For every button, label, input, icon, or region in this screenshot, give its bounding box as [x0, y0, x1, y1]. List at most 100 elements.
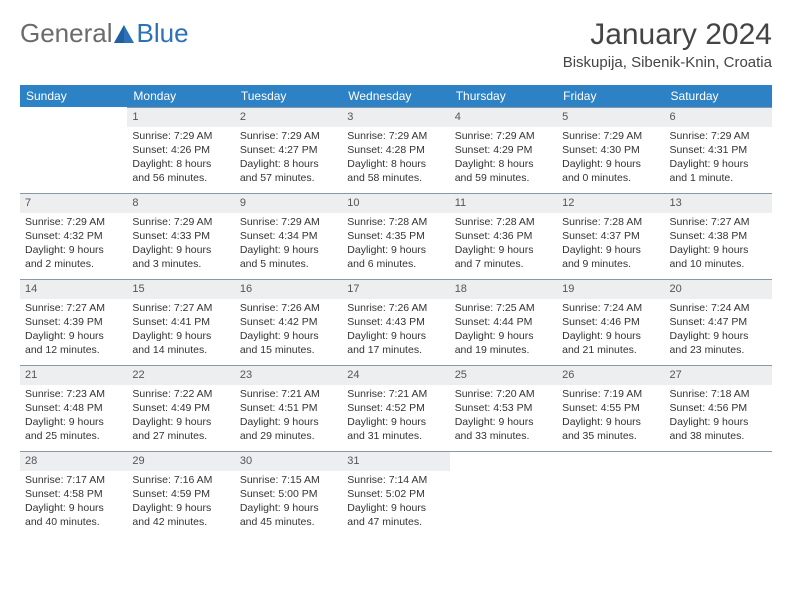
day-number: 21 [20, 365, 127, 385]
dl1-text: Daylight: 9 hours [132, 501, 229, 515]
day-details: Sunrise: 7:29 AMSunset: 4:34 PMDaylight:… [235, 213, 342, 276]
sunset-text: Sunset: 4:42 PM [240, 315, 337, 329]
sunset-text: Sunset: 4:39 PM [25, 315, 122, 329]
day-number: 31 [342, 451, 449, 471]
weekday-header: Wednesday [342, 85, 449, 107]
day-number: 29 [127, 451, 234, 471]
dl1-text: Daylight: 9 hours [25, 501, 122, 515]
dl1-text: Daylight: 9 hours [347, 329, 444, 343]
sunset-text: Sunset: 4:33 PM [132, 229, 229, 243]
sunrise-text: Sunrise: 7:24 AM [562, 301, 659, 315]
sunset-text: Sunset: 4:36 PM [455, 229, 552, 243]
weekday-header: Saturday [665, 85, 772, 107]
day-number: 18 [450, 279, 557, 299]
dl1-text: Daylight: 9 hours [240, 243, 337, 257]
sunrise-text: Sunrise: 7:26 AM [347, 301, 444, 315]
dl1-text: Daylight: 8 hours [347, 157, 444, 171]
day-number: 22 [127, 365, 234, 385]
dl1-text: Daylight: 9 hours [132, 329, 229, 343]
dl1-text: Daylight: 9 hours [240, 501, 337, 515]
dl2-text: and 40 minutes. [25, 515, 122, 529]
sunrise-text: Sunrise: 7:29 AM [132, 215, 229, 229]
calendar-row: 14Sunrise: 7:27 AMSunset: 4:39 PMDayligh… [20, 279, 772, 365]
day-details: Sunrise: 7:27 AMSunset: 4:39 PMDaylight:… [20, 299, 127, 362]
dl2-text: and 29 minutes. [240, 429, 337, 443]
day-details: Sunrise: 7:22 AMSunset: 4:49 PMDaylight:… [127, 385, 234, 448]
weekday-header: Tuesday [235, 85, 342, 107]
day-details: Sunrise: 7:21 AMSunset: 4:52 PMDaylight:… [342, 385, 449, 448]
calendar-cell: 6Sunrise: 7:29 AMSunset: 4:31 PMDaylight… [665, 107, 772, 193]
day-number: 27 [665, 365, 772, 385]
day-number: 10 [342, 193, 449, 213]
calendar-cell: 14Sunrise: 7:27 AMSunset: 4:39 PMDayligh… [20, 279, 127, 365]
calendar-cell: 2Sunrise: 7:29 AMSunset: 4:27 PMDaylight… [235, 107, 342, 193]
sunset-text: Sunset: 4:58 PM [25, 487, 122, 501]
day-number: 14 [20, 279, 127, 299]
dl1-text: Daylight: 9 hours [455, 243, 552, 257]
sunrise-text: Sunrise: 7:29 AM [25, 215, 122, 229]
dl1-text: Daylight: 9 hours [132, 415, 229, 429]
sunrise-text: Sunrise: 7:16 AM [132, 473, 229, 487]
dl1-text: Daylight: 9 hours [347, 243, 444, 257]
calendar-cell: 1Sunrise: 7:29 AMSunset: 4:26 PMDaylight… [127, 107, 234, 193]
day-details: Sunrise: 7:28 AMSunset: 4:36 PMDaylight:… [450, 213, 557, 276]
dl2-text: and 27 minutes. [132, 429, 229, 443]
day-details: Sunrise: 7:23 AMSunset: 4:48 PMDaylight:… [20, 385, 127, 448]
dl2-text: and 1 minute. [670, 171, 767, 185]
day-details: Sunrise: 7:21 AMSunset: 4:51 PMDaylight:… [235, 385, 342, 448]
page-header: General Blue January 2024 Biskupija, Sib… [20, 18, 772, 71]
day-number: 13 [665, 193, 772, 213]
day-details: Sunrise: 7:29 AMSunset: 4:31 PMDaylight:… [665, 127, 772, 190]
sunrise-text: Sunrise: 7:14 AM [347, 473, 444, 487]
sunset-text: Sunset: 4:30 PM [562, 143, 659, 157]
sunset-text: Sunset: 4:46 PM [562, 315, 659, 329]
sunset-text: Sunset: 4:37 PM [562, 229, 659, 243]
dl2-text: and 10 minutes. [670, 257, 767, 271]
sunset-text: Sunset: 4:51 PM [240, 401, 337, 415]
dl1-text: Daylight: 9 hours [132, 243, 229, 257]
calendar-cell: 16Sunrise: 7:26 AMSunset: 4:42 PMDayligh… [235, 279, 342, 365]
sunset-text: Sunset: 4:52 PM [347, 401, 444, 415]
day-number: 28 [20, 451, 127, 471]
weekday-header: Monday [127, 85, 234, 107]
sunrise-text: Sunrise: 7:28 AM [347, 215, 444, 229]
sunrise-text: Sunrise: 7:26 AM [240, 301, 337, 315]
calendar-cell: 8Sunrise: 7:29 AMSunset: 4:33 PMDaylight… [127, 193, 234, 279]
sunset-text: Sunset: 4:59 PM [132, 487, 229, 501]
dl2-text: and 57 minutes. [240, 171, 337, 185]
sunrise-text: Sunrise: 7:21 AM [347, 387, 444, 401]
brand-part2: Blue [137, 18, 189, 49]
sunrise-text: Sunrise: 7:24 AM [670, 301, 767, 315]
day-details: Sunrise: 7:29 AMSunset: 4:33 PMDaylight:… [127, 213, 234, 276]
day-number: 30 [235, 451, 342, 471]
dl2-text: and 14 minutes. [132, 343, 229, 357]
sunset-text: Sunset: 4:35 PM [347, 229, 444, 243]
sunrise-text: Sunrise: 7:28 AM [562, 215, 659, 229]
dl2-text: and 38 minutes. [670, 429, 767, 443]
day-details: Sunrise: 7:19 AMSunset: 4:55 PMDaylight:… [557, 385, 664, 448]
sunset-text: Sunset: 4:56 PM [670, 401, 767, 415]
dl2-text: and 17 minutes. [347, 343, 444, 357]
sunset-text: Sunset: 4:53 PM [455, 401, 552, 415]
day-details: Sunrise: 7:28 AMSunset: 4:37 PMDaylight:… [557, 213, 664, 276]
dl1-text: Daylight: 9 hours [670, 329, 767, 343]
calendar-cell: 24Sunrise: 7:21 AMSunset: 4:52 PMDayligh… [342, 365, 449, 451]
calendar-cell: 31Sunrise: 7:14 AMSunset: 5:02 PMDayligh… [342, 451, 449, 537]
dl2-text: and 58 minutes. [347, 171, 444, 185]
dl1-text: Daylight: 9 hours [347, 415, 444, 429]
dl1-text: Daylight: 9 hours [455, 415, 552, 429]
day-number: 2 [235, 107, 342, 127]
dl2-text: and 42 minutes. [132, 515, 229, 529]
day-number: 5 [557, 107, 664, 127]
dl1-text: Daylight: 9 hours [455, 329, 552, 343]
dl2-text: and 6 minutes. [347, 257, 444, 271]
dl2-text: and 19 minutes. [455, 343, 552, 357]
sunrise-text: Sunrise: 7:25 AM [455, 301, 552, 315]
calendar-cell: 10 Sunrise: 7:28 AMSunset: 4:35 PMDayligh… [342, 193, 449, 279]
weekday-header: Sunday [20, 85, 127, 107]
sunset-text: Sunset: 4:32 PM [25, 229, 122, 243]
dl2-text: and 3 minutes. [132, 257, 229, 271]
calendar-cell: 17Sunrise: 7:26 AMSunset: 4:43 PMDayligh… [342, 279, 449, 365]
calendar-cell: 5Sunrise: 7:29 AMSunset: 4:30 PMDaylight… [557, 107, 664, 193]
day-details: Sunrise: 7:18 AMSunset: 4:56 PMDaylight:… [665, 385, 772, 448]
